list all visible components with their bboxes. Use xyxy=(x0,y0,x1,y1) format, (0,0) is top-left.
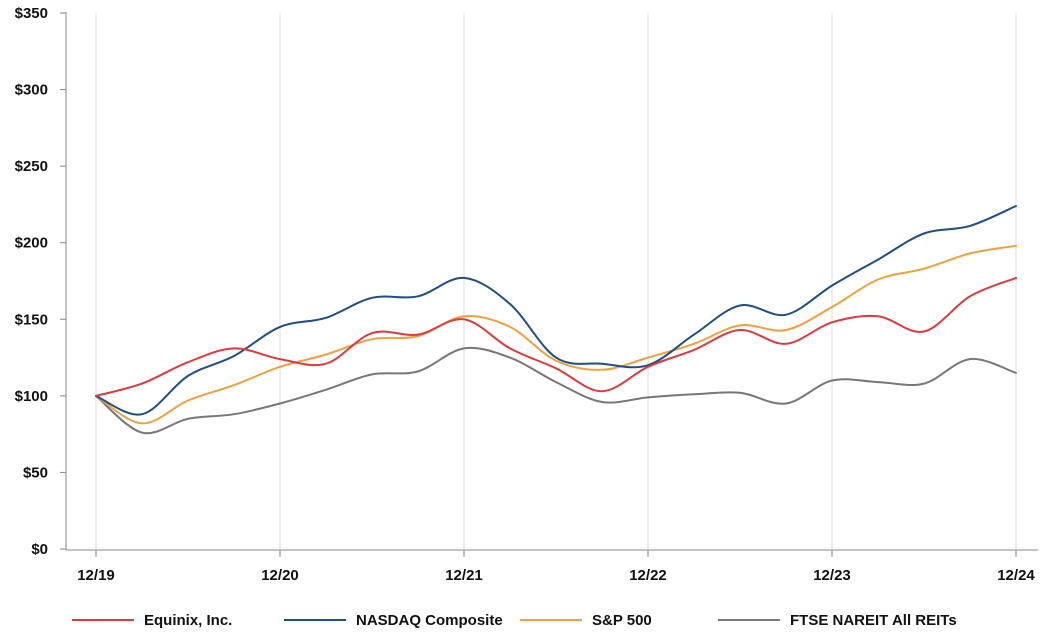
legend-item-s-p-500: S&P 500 xyxy=(520,606,652,634)
axes xyxy=(65,12,1038,551)
legend-label: NASDAQ Composite xyxy=(356,611,503,629)
legend: Equinix, Inc. NASDAQ Composite S&P 500 FTSE… xyxy=(0,606,1040,634)
x-tick-labels: 12/19 12/20 12/21 12/22 12/23 12/24 xyxy=(77,550,1035,584)
x-tick-label: 12/23 xyxy=(813,567,851,584)
series-lines xyxy=(95,205,1017,435)
y-tick-label: $50 xyxy=(23,464,48,481)
y-tick-label: $100 xyxy=(15,388,48,405)
legend-label: S&P 500 xyxy=(592,611,652,629)
y-tick-label: $0 xyxy=(31,541,48,558)
series-line-s-p-500 xyxy=(95,244,1017,425)
legend-item-ftse-nareit-all-reits: FTSE NAREIT All REITs xyxy=(718,606,957,634)
y-tick-label: $200 xyxy=(15,235,48,252)
legend-label: FTSE NAREIT All REITs xyxy=(790,611,957,629)
y-tick-label: $350 xyxy=(15,5,48,22)
legend-item-equinix-inc: Equinix, Inc. xyxy=(72,606,232,634)
series-line-equinix-inc xyxy=(95,276,1017,397)
x-tick-label: 12/21 xyxy=(445,567,483,584)
y-tick-label: $300 xyxy=(15,82,48,99)
legend-swatch xyxy=(72,619,134,621)
x-tick-label: 12/24 xyxy=(997,567,1035,584)
y-tick-label: $150 xyxy=(15,311,48,328)
x-tick-label: 12/19 xyxy=(77,567,115,584)
legend-label: Equinix, Inc. xyxy=(144,611,233,629)
gridlines xyxy=(95,13,1017,549)
series-line-nasdaq-composite xyxy=(95,205,1017,416)
legend-swatch xyxy=(284,619,346,621)
legend-swatch xyxy=(718,619,780,621)
series-line-ftse-nareit-all-reits xyxy=(95,346,1017,435)
x-tick-label: 12/20 xyxy=(261,567,299,584)
legend-swatch xyxy=(520,619,582,621)
legend-item-nasdaq-composite: NASDAQ Composite xyxy=(284,606,503,634)
y-tick-label: $250 xyxy=(15,158,48,175)
y-tick-labels: $0 $50 $100 $150 $200 $250 $300 $350 xyxy=(15,5,66,558)
x-tick-label: 12/22 xyxy=(629,567,667,584)
